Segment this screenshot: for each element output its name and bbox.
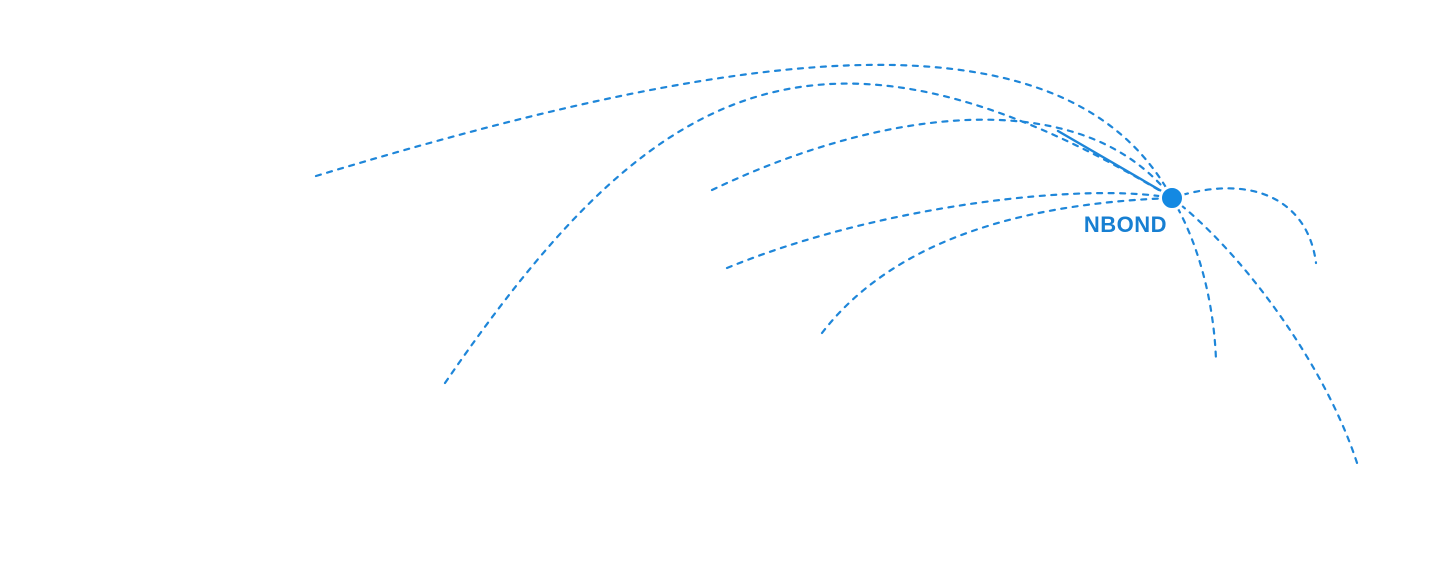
edge-down: [1170, 196, 1218, 362]
edge-lower-mid-left: [820, 196, 1174, 335]
edge-mid-left: [725, 192, 1174, 270]
edge-bottom-left: [443, 82, 1174, 385]
edge-far-left: [314, 63, 1174, 200]
edge-right-arc: [1170, 187, 1318, 265]
edge-upper-mid-left: [710, 118, 1174, 200]
edge-bottom-right: [1170, 196, 1360, 468]
edges-layer: [314, 63, 1360, 468]
graph-node-label[interactable]: NBOND: [1081, 210, 1169, 240]
graph-node-nbond[interactable]: [1159, 185, 1185, 211]
node-layer: NBOND: [1081, 185, 1185, 240]
edge-bundle-core: [1056, 129, 1172, 198]
